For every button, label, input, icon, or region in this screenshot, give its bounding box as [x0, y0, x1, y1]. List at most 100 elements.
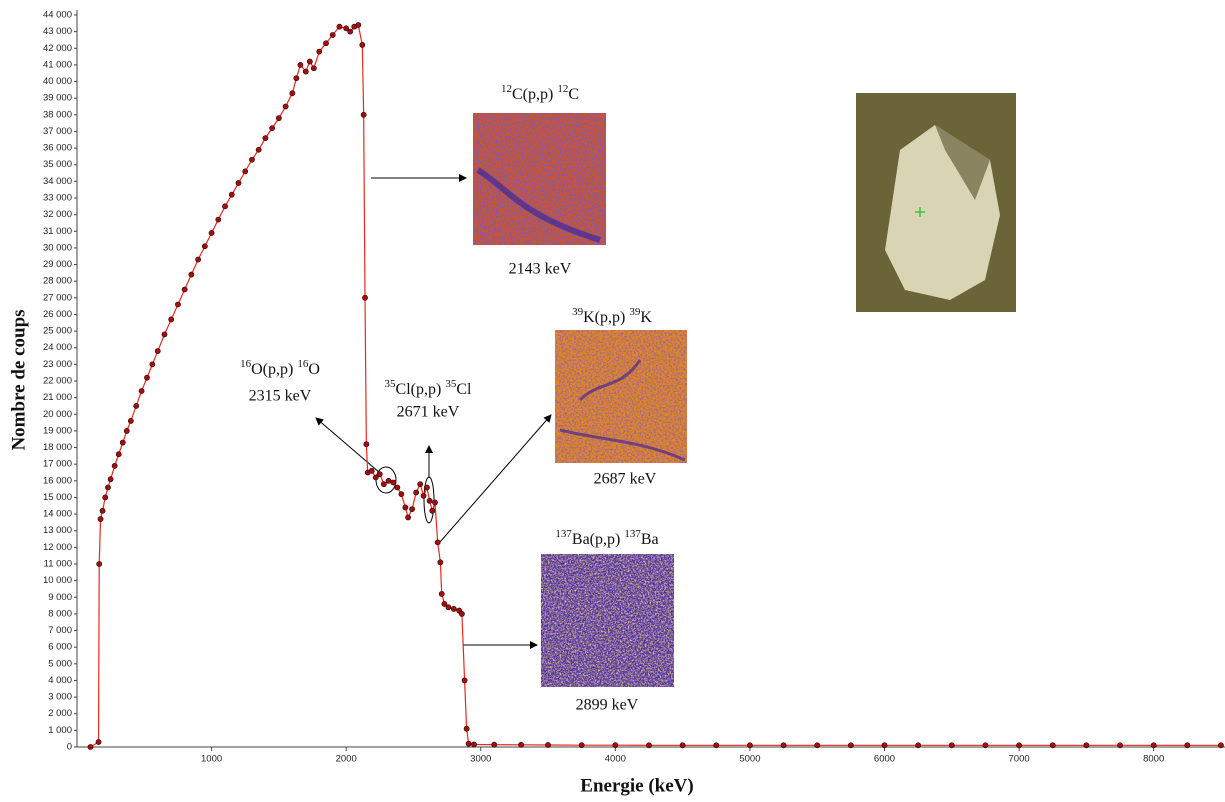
- data-point: [255, 146, 262, 153]
- data-point: [181, 286, 188, 293]
- y-tick-label: 22 000: [43, 376, 72, 387]
- data-point: [310, 65, 317, 72]
- y-tick-label: 21 000: [43, 392, 72, 403]
- data-point: [405, 514, 411, 521]
- data-point: [814, 742, 821, 749]
- annotation-text: Ba: [641, 531, 659, 548]
- x-axis-label: Energie (keV): [580, 775, 693, 796]
- data-point: [95, 739, 102, 745]
- data-point: [545, 742, 551, 748]
- data-point: [1218, 742, 1224, 749]
- data-point: [437, 559, 444, 566]
- data-point: [413, 489, 420, 496]
- data-point: [434, 539, 441, 546]
- map-k: [555, 330, 687, 463]
- data-point: [316, 48, 323, 55]
- data-point: [713, 742, 720, 749]
- data-point: [368, 467, 375, 474]
- data-point: [175, 301, 181, 308]
- data-point: [144, 374, 150, 381]
- data-point: [646, 742, 652, 749]
- data-point: [747, 742, 753, 749]
- annotation-label: 39K(p,p) 39K: [572, 306, 652, 326]
- data-point: [133, 403, 140, 409]
- data-point: [235, 180, 242, 186]
- data-point: [282, 103, 289, 110]
- x-tick-label: 3000: [470, 754, 491, 765]
- data-point: [612, 742, 619, 749]
- y-tick-label: 27 000: [43, 292, 72, 303]
- y-tick-label: 39 000: [43, 93, 72, 104]
- data-point: [847, 742, 854, 749]
- data-point: [138, 388, 145, 394]
- x-tick-label: 8000: [1143, 754, 1164, 765]
- annotation-energy: 2671 keV: [397, 404, 460, 421]
- y-tick-label: 17 000: [43, 459, 72, 470]
- y-tick-label: 26 000: [43, 309, 72, 320]
- data-point: [111, 462, 118, 469]
- data-point: [306, 58, 313, 65]
- data-point: [343, 25, 350, 32]
- y-tick-label: 7 000: [48, 625, 72, 636]
- data-point: [376, 471, 383, 478]
- y-tick-label: 32 000: [43, 209, 72, 220]
- y-tick-label: 9 000: [48, 592, 72, 603]
- data-point: [96, 561, 103, 567]
- data-point: [347, 28, 354, 35]
- data-point: [102, 494, 109, 501]
- annotation-text: Ba(p,p): [572, 531, 624, 548]
- data-point: [390, 479, 397, 486]
- y-tick-label: 12 000: [43, 542, 72, 553]
- y-tick-label: 25 000: [43, 326, 72, 337]
- data-point: [107, 476, 114, 483]
- data-point: [424, 484, 430, 491]
- y-tick-label: 18 000: [43, 442, 72, 453]
- y-tick-label: 6 000: [48, 642, 72, 653]
- y-tick-label: 23 000: [43, 359, 72, 370]
- data-point: [323, 40, 329, 47]
- data-point: [336, 23, 343, 30]
- data-point: [398, 491, 405, 498]
- annotation-text: Cl(p,p): [396, 381, 446, 398]
- y-tick-label: 33 000: [43, 193, 72, 204]
- y-tick-label: 11 000: [44, 559, 72, 570]
- y-tick-label: 10 000: [43, 575, 72, 586]
- y-tick-label: 29 000: [43, 259, 72, 270]
- y-axis-label: Nombre de coups: [8, 309, 29, 450]
- data-point: [293, 75, 300, 82]
- y-tick-label: 13 000: [43, 525, 72, 536]
- y-tick-label: 19 000: [43, 425, 72, 436]
- annotation-energy: 2899 keV: [576, 697, 639, 714]
- annotation-sup: 35: [445, 378, 457, 390]
- data-point: [149, 361, 156, 368]
- annotation-label: 35Cl(p,p) 35Cl: [385, 378, 472, 398]
- y-tick-label: 2 000: [48, 708, 72, 719]
- data-point: [1049, 742, 1056, 749]
- data-point: [1117, 742, 1123, 749]
- y-tick-label: 43 000: [43, 26, 72, 37]
- data-point: [461, 677, 468, 684]
- annotation-label: 137Ba(p,p) 137Ba: [555, 528, 658, 548]
- y-tick-label: 15 000: [43, 492, 72, 503]
- data-point: [948, 742, 955, 749]
- data-point: [297, 62, 304, 68]
- y-tick-label: 1 000: [48, 725, 72, 736]
- y-tick-label: 42 000: [43, 43, 72, 54]
- annotation-sup: 12: [501, 83, 512, 95]
- map-c: [473, 113, 606, 245]
- data-point: [463, 725, 470, 732]
- annotation-text: C(p,p): [512, 86, 557, 103]
- data-point: [228, 191, 235, 198]
- data-point: [355, 22, 362, 28]
- data-point: [426, 497, 433, 504]
- y-tick-label: 4 000: [48, 675, 72, 686]
- data-point: [363, 441, 370, 448]
- annotation-text: Cl: [456, 381, 472, 398]
- y-tick-label: 8 000: [48, 608, 72, 619]
- data-point: [97, 516, 104, 522]
- data-point: [362, 294, 368, 301]
- annotation-sup: 39: [572, 306, 584, 318]
- data-point: [123, 428, 130, 434]
- data-point: [394, 484, 401, 491]
